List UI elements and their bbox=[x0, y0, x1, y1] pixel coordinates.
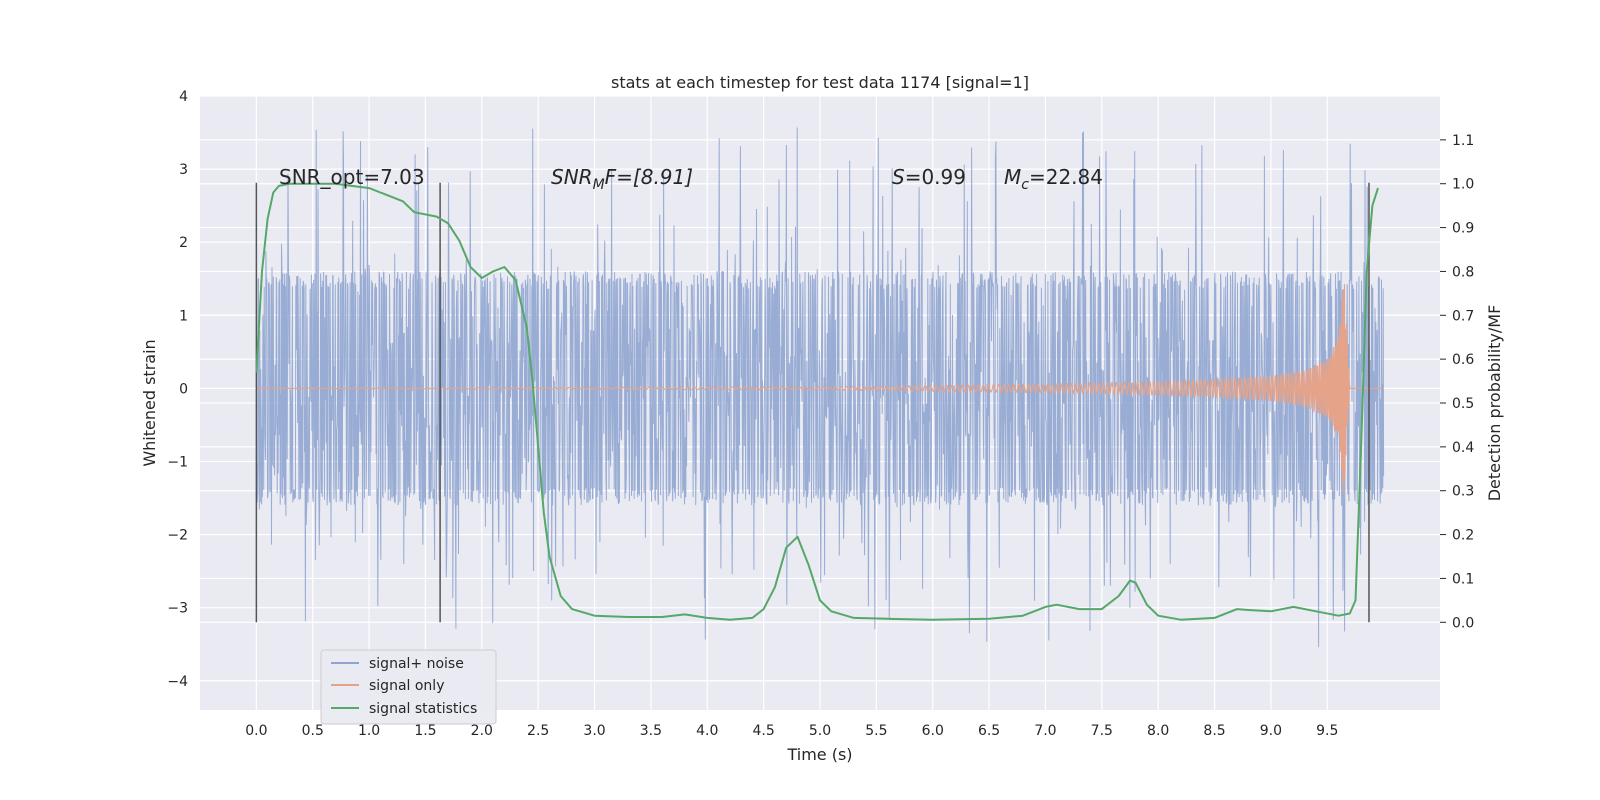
annotation-s: S=0.99 bbox=[892, 165, 966, 189]
y-tick-label: −4 bbox=[167, 674, 188, 690]
x-tick-label: 2.0 bbox=[471, 723, 493, 739]
x-tick-label: 3.0 bbox=[583, 723, 605, 739]
y-tick-label: 1 bbox=[179, 308, 188, 324]
x-tick-label: 5.5 bbox=[865, 723, 887, 739]
y2-tick-label: 0.1 bbox=[1452, 571, 1474, 587]
line-signal-statistics bbox=[255, 182, 1379, 621]
y2-tick-label: 0.6 bbox=[1452, 352, 1474, 368]
annotation-s-symbol: S bbox=[892, 165, 905, 189]
annotation-snr-mf-rest: F=[8.91] bbox=[605, 165, 693, 189]
x-tick-label: 9.5 bbox=[1316, 723, 1338, 739]
chart-title: stats at each timestep for test data 117… bbox=[611, 73, 1029, 92]
x-tick-label: 8.0 bbox=[1147, 723, 1169, 739]
annotation-s-value: =0.99 bbox=[905, 165, 966, 189]
x-tick-label: 3.5 bbox=[640, 723, 662, 739]
x-tick-label: 6.5 bbox=[978, 723, 1000, 739]
y2-tick-label: 0.5 bbox=[1452, 396, 1474, 412]
y2-axis-ticks: 1.1 1.0 0.9 0.8 0.7 0.6 0.5 0.4 0.3 0.2 0.1 0.0 bbox=[1440, 133, 1474, 631]
annotation-snr-mf-sub: M bbox=[593, 177, 605, 193]
legend-label-signal-only: signal only bbox=[369, 678, 444, 694]
x-tick-label: 0.5 bbox=[302, 723, 324, 739]
y2-tick-label: 0.3 bbox=[1452, 484, 1474, 500]
x-tick-label: 2.5 bbox=[527, 723, 549, 739]
annotation-snr-mf: SNRMF=[8.91] bbox=[551, 165, 693, 193]
x-tick-label: 6.0 bbox=[922, 723, 944, 739]
annotation-mc-base: M bbox=[1004, 165, 1021, 189]
x-axis-ticks: 0.0 0.5 1.0 1.5 2.0 2.5 3.0 3.5 4.0 4.5 5.0 5.5 6.0 6… bbox=[245, 723, 1338, 739]
annotation-mc: Mc=22.84 bbox=[1004, 165, 1103, 193]
legend-label-signal-statistics: signal statistics bbox=[369, 701, 477, 717]
x-tick-label: 7.5 bbox=[1091, 723, 1113, 739]
y2-tick-label: 0.4 bbox=[1452, 440, 1474, 456]
y-tick-label: 3 bbox=[179, 162, 188, 178]
x-tick-label: 4.0 bbox=[696, 723, 718, 739]
annotation-snr-mf-base: SNR bbox=[551, 165, 593, 189]
y2-axis-label: Detection probability/MF bbox=[1485, 305, 1504, 502]
legend: signal+ noise signal only signal statist… bbox=[320, 649, 497, 725]
y-tick-label: −2 bbox=[167, 528, 188, 544]
y-axis-ticks: 4 3 2 1 0 −1 −2 −3 −4 bbox=[167, 89, 188, 690]
x-tick-label: 9.0 bbox=[1260, 723, 1282, 739]
y2-tick-label: 0.0 bbox=[1452, 615, 1474, 631]
annotation-snr-opt: SNR_opt=7.03 bbox=[279, 165, 425, 189]
y2-tick-label: 1.1 bbox=[1452, 133, 1474, 149]
line-signal-plus-noise bbox=[255, 127, 1385, 648]
legend-box bbox=[320, 649, 497, 725]
y-tick-label: 2 bbox=[179, 235, 188, 251]
y2-tick-label: 0.7 bbox=[1452, 308, 1474, 324]
x-tick-label: 5.0 bbox=[809, 723, 831, 739]
y2-tick-label: 0.8 bbox=[1452, 264, 1474, 280]
y-tick-label: 4 bbox=[179, 89, 188, 105]
x-axis-label: Time (s) bbox=[786, 745, 852, 764]
annotation-mc-value: =22.84 bbox=[1029, 165, 1103, 189]
x-tick-label: 4.5 bbox=[753, 723, 775, 739]
y-axis-label: Whitened strain bbox=[140, 339, 159, 466]
series-signal-statistics bbox=[255, 182, 1379, 621]
annotations: SNR_opt=7.03 SNRMF=[8.91] S=0.99 Mc=22.8… bbox=[279, 165, 1103, 193]
y2-tick-label: 1.0 bbox=[1452, 177, 1474, 193]
x-tick-label: 1.5 bbox=[414, 723, 436, 739]
y2-tick-label: 0.9 bbox=[1452, 221, 1474, 237]
line-signal-only bbox=[256, 284, 1384, 495]
series-signal-only bbox=[256, 284, 1384, 495]
y-tick-label: −3 bbox=[167, 601, 188, 617]
series-signal-plus-noise bbox=[255, 127, 1385, 648]
x-tick-label: 8.5 bbox=[1203, 723, 1225, 739]
y-tick-label: −1 bbox=[167, 454, 188, 470]
y2-tick-label: 0.2 bbox=[1452, 528, 1474, 544]
y-tick-label: 0 bbox=[179, 381, 188, 397]
x-tick-label: 7.0 bbox=[1034, 723, 1056, 739]
x-tick-label: 1.0 bbox=[358, 723, 380, 739]
legend-label-signal-plus-noise: signal+ noise bbox=[369, 656, 464, 672]
annotation-mc-sub: c bbox=[1021, 177, 1029, 193]
x-tick-label: 0.0 bbox=[245, 723, 267, 739]
